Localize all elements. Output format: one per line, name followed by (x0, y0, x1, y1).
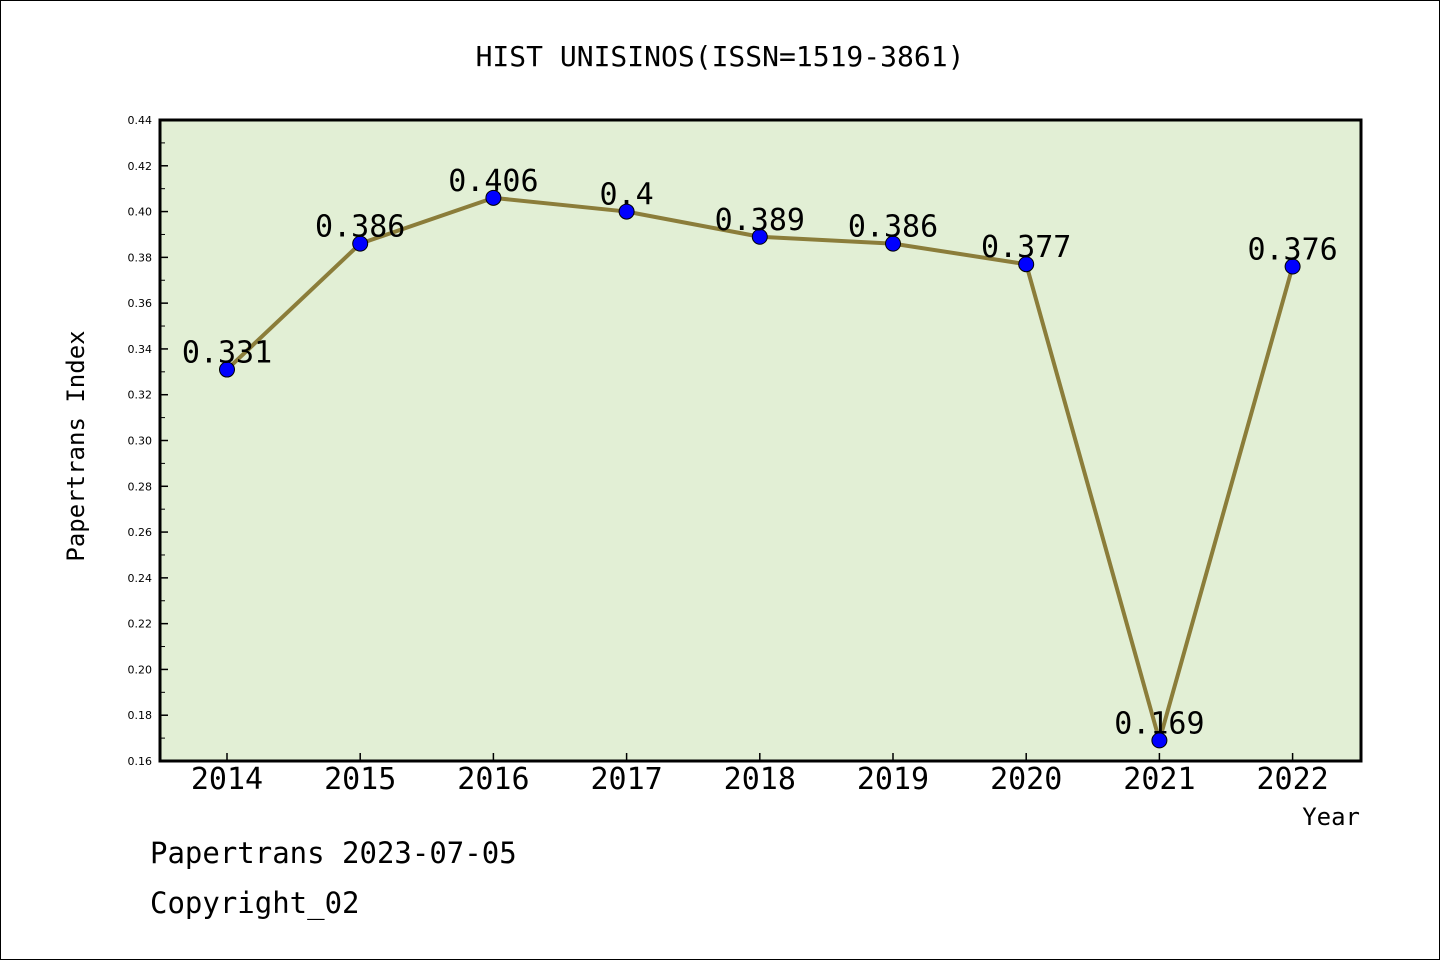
y-tick-label: 0.24 (128, 572, 153, 585)
x-tick-label: 2019 (857, 762, 929, 797)
data-label: 0.377 (981, 230, 1071, 265)
x-axis: 2014 2015 2016 2017 2018 2019 2020 2021 2022 (191, 753, 1329, 797)
plot-area (158, 118, 1363, 763)
y-tick-label: 0.38 (128, 251, 153, 264)
x-tick-label: 2022 (1256, 762, 1328, 797)
data-point (618, 203, 635, 220)
footer-date: Papertrans 2023-07-05 (150, 836, 517, 870)
data-label: 0.4 (600, 178, 654, 213)
x-tick-label: 2018 (724, 762, 796, 797)
y-tick-label: 0.32 (128, 389, 153, 402)
data-label: 0.389 (715, 203, 805, 238)
chart-title: HIST UNISINOS(ISSN=1519-3861) (476, 40, 965, 73)
y-tick-label: 0.44 (128, 114, 153, 127)
data-point (1018, 256, 1035, 273)
data-point (352, 235, 369, 252)
x-tick-label: 2021 (1123, 762, 1195, 797)
x-tick-label: 2014 (191, 762, 263, 797)
y-tick-label: 0.16 (128, 755, 153, 768)
y-tick-label: 0.36 (128, 297, 153, 310)
y-tick-label: 0.28 (128, 480, 153, 493)
footer-copyright: Copyright_02 (150, 886, 360, 920)
data-point (485, 189, 502, 206)
data-label: 0.331 (182, 336, 272, 371)
data-label: 0.406 (448, 164, 538, 199)
y-tick-label: 0.42 (128, 160, 153, 173)
y-tick-label: 0.34 (128, 343, 153, 356)
x-tick-label: 2016 (457, 762, 529, 797)
data-point (1284, 258, 1301, 275)
y-axis: 0.16 0.18 0.20 0.22 0.24 0.26 0.28 0.30 0.32 0.34… (128, 114, 168, 768)
x-tick-label: 2020 (990, 762, 1062, 797)
data-label: 0.376 (1247, 233, 1337, 268)
data-markers (219, 189, 1301, 749)
data-label: 0.386 (848, 210, 938, 245)
data-point (1151, 732, 1168, 749)
x-tick-label: 2015 (324, 762, 396, 797)
data-label: 0.169 (1114, 706, 1204, 741)
y-tick-label: 0.40 (128, 206, 153, 219)
y-axis-label: Papertrans Index (62, 330, 90, 561)
data-label: 0.386 (315, 210, 405, 245)
x-axis-label: Year (1302, 803, 1360, 831)
y-tick-label: 0.30 (128, 435, 153, 448)
data-point (219, 361, 235, 378)
x-tick-label: 2017 (590, 762, 662, 797)
data-labels: 0.331 0.386 0.406 0.4 0.389 0.386 0.377 0.169 0.… (182, 164, 1338, 742)
data-point (751, 228, 768, 245)
data-point (885, 235, 901, 252)
y-tick-label: 0.22 (128, 618, 153, 631)
y-tick-label: 0.20 (128, 663, 153, 676)
y-tick-label: 0.18 (128, 709, 153, 722)
y-tick-label: 0.26 (128, 526, 153, 539)
